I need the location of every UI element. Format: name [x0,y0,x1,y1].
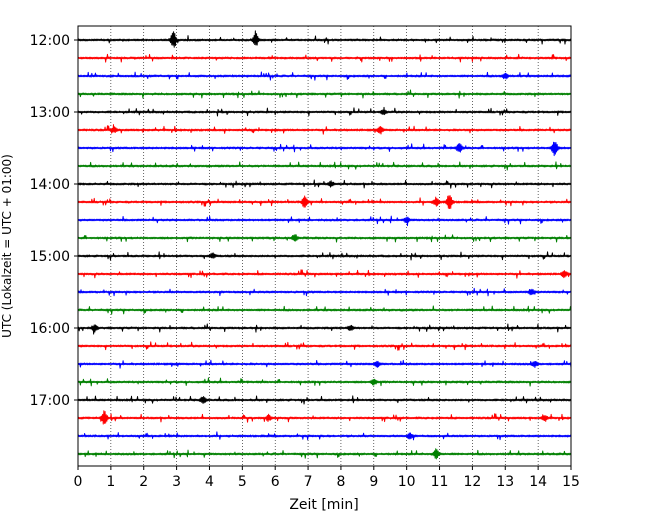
trace-row [77,161,572,171]
x-tick-label: 0 [74,474,83,490]
seismic-traces [77,30,572,460]
x-tick-label: 5 [238,474,247,490]
trace-row [77,89,572,99]
y-tick-label: 16:00 [30,321,70,337]
x-tick-label: 10 [398,474,416,490]
x-tick-label: 4 [205,474,214,490]
x-tick-label: 7 [304,474,313,490]
x-tick-label: 1 [106,474,115,490]
x-tick-label: 9 [369,474,378,490]
x-tick-label: 13 [496,474,514,490]
trace-row [77,410,572,425]
trace-row [77,234,572,243]
trace-row [77,106,572,117]
trace-row [77,141,572,157]
trace-row [77,431,572,441]
x-tick-label: 6 [271,474,280,490]
x-tick-label: 3 [172,474,181,490]
x-axis: 0 1 2 3 4 5 6 7 8 9 10 11 12 13 14 15 [74,466,580,490]
y-axis-label: UTC (Lokalzeit = UTC + 01:00) [0,154,14,338]
trace-row [77,359,572,369]
x-tick-label: 14 [529,474,547,490]
vertical-grid [110,26,539,466]
y-tick-label: 17:00 [30,393,70,409]
trace-row [77,395,572,405]
trace-row [77,287,572,297]
y-tick-label: 12:00 [30,33,70,49]
trace-row [77,179,572,189]
y-tick-label: 15:00 [30,249,70,265]
trace-row [77,53,572,63]
trace-row [77,251,572,261]
trace-row [77,195,572,210]
trace-row [77,124,572,135]
y-tick-label: 14:00 [30,177,70,193]
x-axis-label: Zeit [min] [289,497,358,513]
trace-row [77,448,572,460]
trace-row [77,305,572,315]
x-tick-label: 15 [562,474,580,490]
trace-row [77,71,572,81]
trace-row [77,341,572,351]
x-tick-label: 11 [431,474,449,490]
plot-frame [77,25,572,467]
trace-row [77,30,572,48]
y-axis: 12:00 13:00 14:00 15:00 16:00 17:00 [30,33,78,409]
x-tick-label: 8 [336,474,345,490]
y-tick-label: 13:00 [30,105,70,121]
x-tick-label: 12 [463,474,481,490]
trace-row [77,377,572,387]
trace-row [77,269,572,279]
trace-row [77,323,572,335]
x-tick-label: 2 [139,474,148,490]
trace-row [77,215,572,227]
